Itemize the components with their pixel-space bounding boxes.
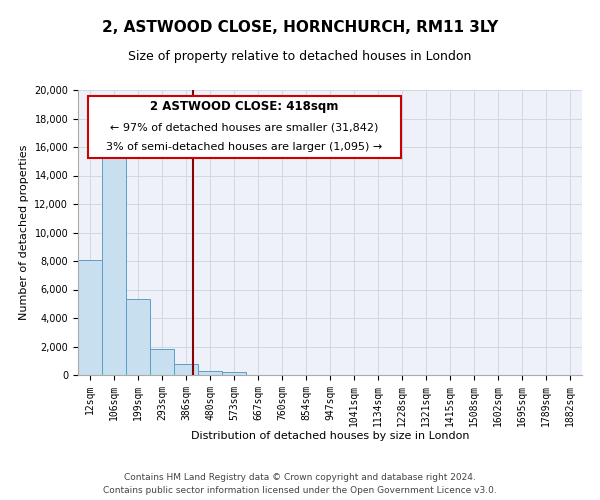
FancyBboxPatch shape [88,96,401,158]
Text: 3% of semi-detached houses are larger (1,095) →: 3% of semi-detached houses are larger (1… [106,142,382,152]
Bar [126,300,150,375]
Y-axis label: Number of detached properties: Number of detached properties [19,145,29,320]
Bar [78,260,102,375]
Bar [102,140,126,375]
Bar [222,372,246,375]
Text: 2, ASTWOOD CLOSE, HORNCHURCH, RM11 3LY: 2, ASTWOOD CLOSE, HORNCHURCH, RM11 3LY [102,20,498,35]
Bar [150,350,174,375]
Text: 2 ASTWOOD CLOSE: 418sqm: 2 ASTWOOD CLOSE: 418sqm [150,100,338,114]
Text: Contains HM Land Registry data © Crown copyright and database right 2024.
Contai: Contains HM Land Registry data © Crown c… [103,473,497,495]
Bar [198,370,222,375]
Text: Size of property relative to detached houses in London: Size of property relative to detached ho… [128,50,472,63]
Text: ← 97% of detached houses are smaller (31,842): ← 97% of detached houses are smaller (31… [110,122,379,132]
Bar [174,364,198,375]
X-axis label: Distribution of detached houses by size in London: Distribution of detached houses by size … [191,432,469,442]
